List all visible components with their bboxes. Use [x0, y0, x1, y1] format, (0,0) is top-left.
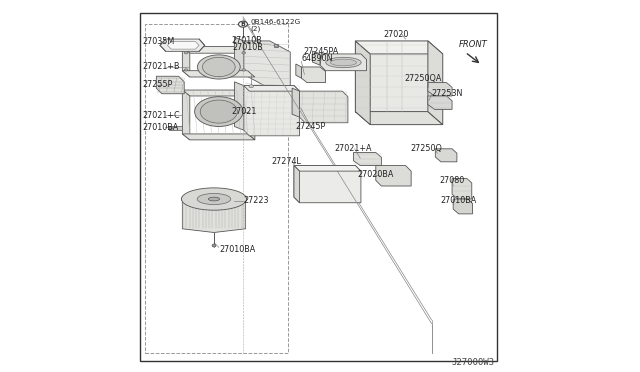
Ellipse shape: [170, 126, 173, 129]
Ellipse shape: [249, 85, 253, 88]
Text: 27020BA: 27020BA: [357, 170, 394, 179]
Text: 27010BA: 27010BA: [142, 123, 179, 132]
Text: 27253N: 27253N: [431, 89, 463, 97]
Polygon shape: [182, 90, 190, 140]
Polygon shape: [355, 41, 443, 54]
Text: 27223: 27223: [244, 196, 269, 205]
Polygon shape: [453, 199, 472, 214]
Text: 27021+A: 27021+A: [334, 144, 372, 153]
Text: 27255P: 27255P: [142, 80, 173, 89]
Ellipse shape: [184, 69, 188, 71]
Polygon shape: [452, 179, 472, 199]
Ellipse shape: [242, 69, 246, 71]
Polygon shape: [182, 71, 255, 77]
Text: 27010B: 27010B: [232, 36, 262, 45]
Polygon shape: [301, 67, 326, 83]
Polygon shape: [248, 46, 255, 77]
Polygon shape: [428, 96, 452, 109]
Ellipse shape: [239, 21, 248, 27]
Polygon shape: [355, 41, 428, 112]
Ellipse shape: [242, 52, 246, 54]
Polygon shape: [244, 41, 291, 86]
Text: J27000W3: J27000W3: [451, 358, 494, 367]
Text: B: B: [241, 22, 245, 27]
Polygon shape: [428, 41, 443, 125]
Text: 27010B: 27010B: [232, 43, 263, 52]
Ellipse shape: [330, 59, 356, 66]
Text: 27010BA: 27010BA: [220, 246, 256, 254]
Ellipse shape: [209, 197, 220, 201]
Text: 27021: 27021: [232, 107, 257, 116]
Polygon shape: [353, 153, 381, 166]
Polygon shape: [182, 199, 246, 232]
Polygon shape: [182, 90, 255, 96]
Ellipse shape: [197, 55, 240, 79]
Polygon shape: [294, 166, 361, 171]
Ellipse shape: [202, 57, 235, 77]
Polygon shape: [234, 82, 244, 130]
Polygon shape: [168, 42, 199, 49]
Polygon shape: [182, 46, 190, 77]
Text: 27080: 27080: [439, 176, 464, 185]
Text: 27035M: 27035M: [142, 37, 175, 46]
Polygon shape: [294, 166, 300, 203]
Polygon shape: [355, 112, 443, 125]
Polygon shape: [248, 90, 255, 140]
Polygon shape: [168, 126, 182, 130]
Polygon shape: [428, 83, 452, 96]
Ellipse shape: [184, 52, 188, 54]
Text: 27245P: 27245P: [296, 122, 326, 131]
Text: FRONT: FRONT: [459, 40, 488, 49]
Text: 27021+B: 27021+B: [142, 62, 180, 71]
Polygon shape: [244, 86, 300, 91]
Polygon shape: [156, 76, 184, 94]
Polygon shape: [376, 166, 411, 186]
Polygon shape: [182, 46, 255, 53]
Ellipse shape: [195, 97, 243, 126]
Text: 27020: 27020: [383, 30, 408, 39]
Polygon shape: [292, 88, 300, 117]
Polygon shape: [435, 149, 457, 162]
Polygon shape: [296, 64, 301, 78]
Polygon shape: [273, 44, 278, 47]
Polygon shape: [182, 134, 255, 140]
Polygon shape: [244, 86, 300, 136]
Polygon shape: [160, 39, 205, 51]
Bar: [145, 24, 289, 353]
Ellipse shape: [197, 193, 231, 205]
Text: 0B146-6122G: 0B146-6122G: [250, 19, 300, 25]
Text: 27250Q: 27250Q: [410, 144, 442, 153]
Polygon shape: [294, 166, 361, 203]
Polygon shape: [300, 91, 348, 123]
Polygon shape: [320, 54, 367, 71]
Ellipse shape: [275, 45, 278, 47]
Text: 27274L: 27274L: [271, 157, 301, 166]
Text: 27010BA: 27010BA: [440, 196, 476, 205]
Ellipse shape: [181, 188, 246, 210]
Ellipse shape: [326, 57, 361, 68]
Ellipse shape: [200, 100, 237, 123]
Text: 27021+C: 27021+C: [142, 111, 180, 120]
Text: 27245PA: 27245PA: [303, 47, 339, 56]
Text: 64B90N: 64B90N: [301, 54, 333, 63]
Ellipse shape: [181, 192, 246, 206]
Polygon shape: [234, 37, 244, 74]
Polygon shape: [312, 51, 320, 65]
Text: 27250QA: 27250QA: [404, 74, 442, 83]
Ellipse shape: [212, 244, 216, 247]
Text: (2): (2): [250, 25, 260, 32]
Polygon shape: [355, 41, 370, 125]
